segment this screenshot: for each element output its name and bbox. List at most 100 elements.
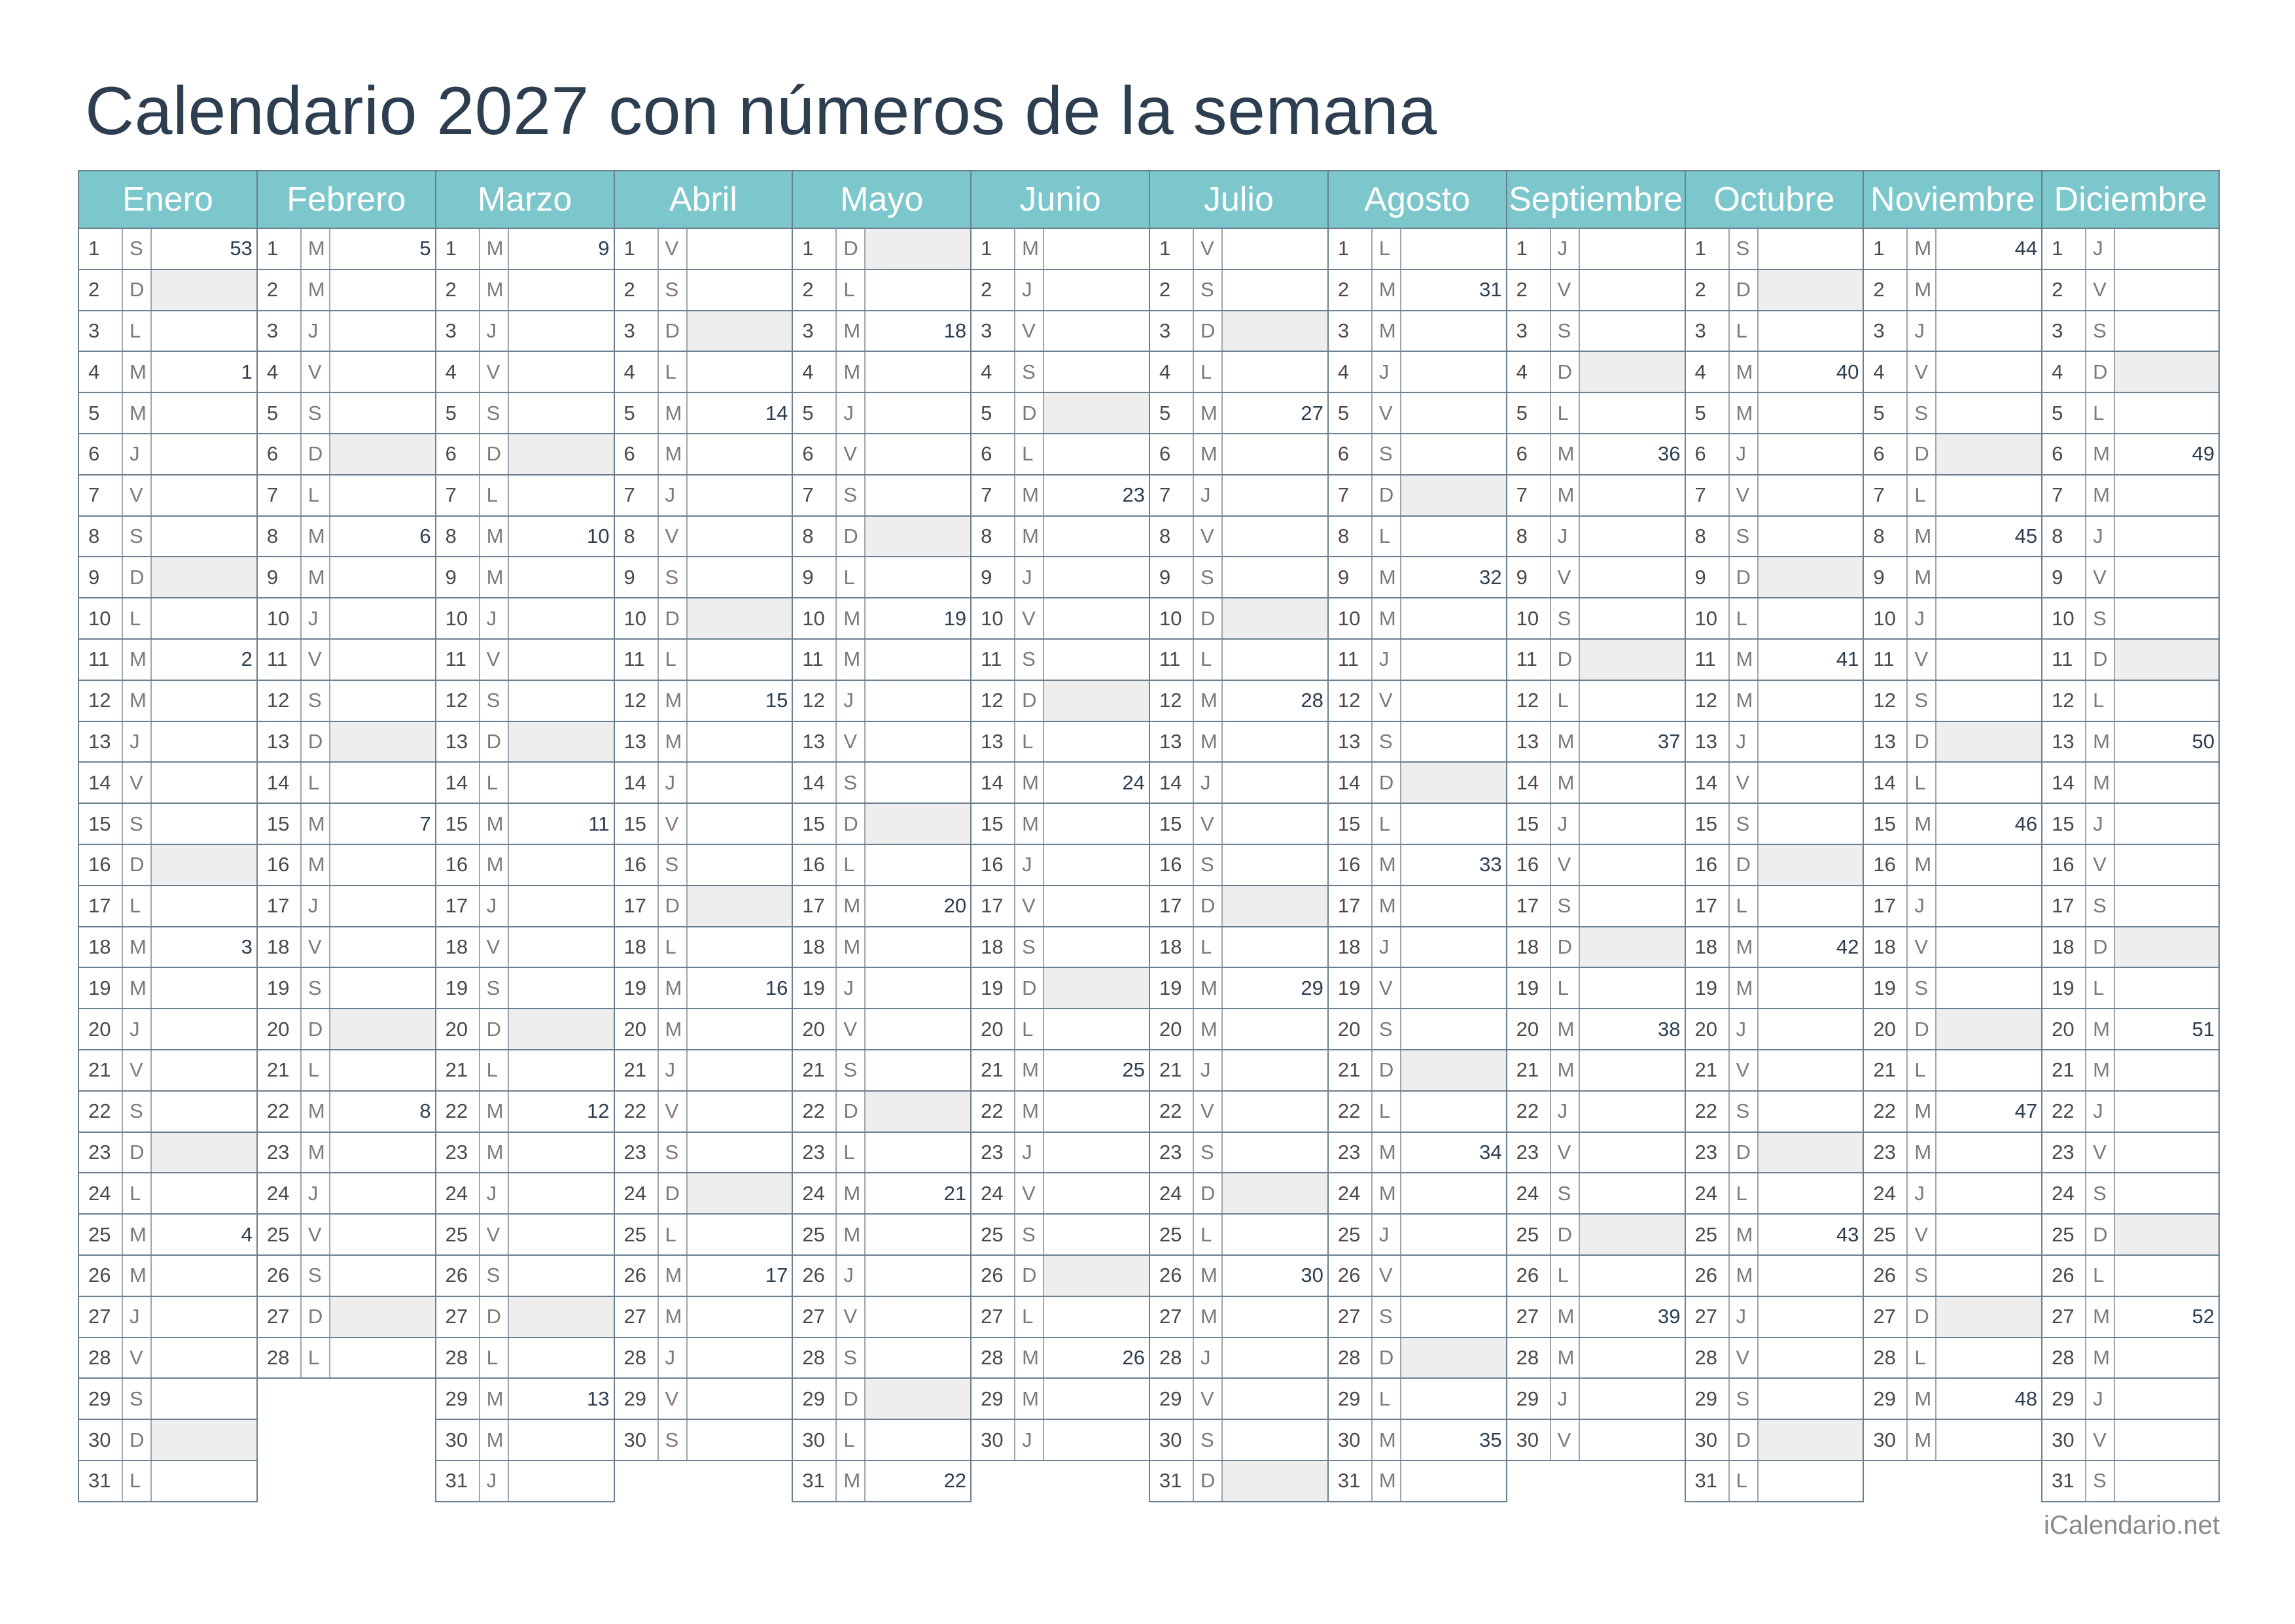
week-number — [1401, 434, 1506, 474]
day-number: 17 — [2042, 886, 2087, 926]
day-number: 8 — [1507, 516, 1551, 557]
day-number: 20 — [615, 1009, 659, 1049]
week-number — [1223, 1092, 1327, 1132]
day-number: 1 — [436, 229, 480, 269]
weekday-letter: V — [1551, 1420, 1580, 1460]
week-number — [1401, 681, 1506, 721]
day-number: 26 — [79, 1255, 123, 1296]
day-number: 7 — [79, 475, 123, 515]
day-number: 11 — [1329, 639, 1373, 680]
week-number: 12 — [587, 1099, 610, 1123]
week-number: 9 — [598, 237, 610, 260]
week-number — [152, 1050, 256, 1090]
day-number: 21 — [436, 1050, 480, 1090]
weekday-letter: S — [1015, 1215, 1045, 1254]
day-number: 4 — [972, 352, 1016, 392]
day-number: 4 — [1329, 352, 1373, 392]
week-number — [1223, 722, 1327, 762]
weekday-letter: L — [1730, 311, 1759, 351]
week-number: 15 — [765, 689, 788, 712]
day-number: 9 — [793, 557, 837, 598]
day-row: 18 D — [1507, 927, 1685, 969]
weekday-letter: M — [1373, 886, 1401, 926]
week-number — [1758, 1420, 1863, 1460]
day-row: 27 J — [79, 1296, 256, 1338]
day-row: 20 M — [614, 1009, 792, 1050]
day-number: 20 — [436, 1009, 480, 1049]
day-number: 20 — [793, 1009, 837, 1049]
weekday-letter: V — [1194, 1379, 1223, 1419]
day-row: 20 D — [257, 1009, 435, 1050]
weekday-letter: M — [1015, 1091, 1045, 1132]
weekday-letter: M — [302, 557, 330, 598]
week-number — [1223, 927, 1327, 967]
day-row: 10 L — [1685, 598, 1863, 640]
week-number — [866, 229, 971, 269]
week-number — [509, 1256, 614, 1296]
day-row: 13 S — [1328, 721, 1506, 763]
day-number: 3 — [615, 311, 659, 351]
day-number: 10 — [1507, 598, 1551, 638]
day-number: 17 — [1150, 886, 1194, 926]
day-row: 15 M — [972, 804, 1149, 845]
day-number: 21 — [1150, 1050, 1194, 1090]
weekday-letter: M — [1908, 1420, 1937, 1460]
day-number: 24 — [1329, 1173, 1373, 1214]
weekday-letter: S — [837, 763, 866, 803]
day-row: 14 L — [1864, 763, 2042, 804]
weekday-letter: V — [123, 475, 152, 515]
week-number: 33 — [1479, 853, 1502, 876]
week-number — [1936, 640, 2041, 680]
day-number: 23 — [615, 1132, 659, 1173]
day-number: 9 — [972, 557, 1016, 598]
day-number: 22 — [615, 1091, 659, 1132]
day-number: 27 — [793, 1296, 837, 1337]
week-number: 35 — [1479, 1428, 1502, 1451]
day-row: 27 M — [1150, 1296, 1327, 1338]
day-row: 18 L — [614, 927, 792, 969]
week-number — [330, 311, 435, 351]
week-number — [2115, 639, 2218, 680]
day-row: 31 L — [1685, 1460, 1863, 1502]
day-row: 30 S — [614, 1420, 792, 1461]
week-number — [866, 1297, 970, 1337]
weekday-letter: M — [837, 311, 866, 351]
week-number — [1223, 1173, 1327, 1214]
day-row: 16 D — [79, 844, 256, 886]
week-number — [330, 721, 435, 762]
weekday-letter: S — [302, 680, 330, 721]
weekday-letter: M — [1730, 680, 1759, 721]
week-number — [1579, 927, 1685, 967]
day-number: 22 — [972, 1091, 1016, 1132]
day-row: 30 M 35 — [1328, 1420, 1506, 1461]
week-number — [688, 804, 792, 844]
day-row: 10 S — [1507, 598, 1685, 640]
weekday-letter: S — [302, 1255, 330, 1296]
day-number: 26 — [436, 1255, 480, 1296]
week-number — [688, 722, 792, 762]
weekday-letter: J — [1551, 804, 1580, 844]
weekday-letter: M — [1730, 927, 1759, 967]
day-number: 10 — [972, 598, 1016, 638]
day-number: 5 — [1864, 393, 1908, 433]
day-row: 25 M 4 — [79, 1215, 256, 1256]
weekday-letter: V — [2086, 557, 2116, 598]
day-number: 19 — [1864, 968, 1908, 1009]
day-number: 26 — [615, 1255, 659, 1296]
day-row: 22 M 47 — [1864, 1091, 2042, 1133]
day-number: 27 — [1329, 1296, 1373, 1337]
week-number — [330, 598, 435, 638]
day-row: 18 D — [2042, 927, 2218, 969]
day-row: 1 M 44 — [1864, 229, 2042, 270]
week-number — [1223, 804, 1327, 844]
